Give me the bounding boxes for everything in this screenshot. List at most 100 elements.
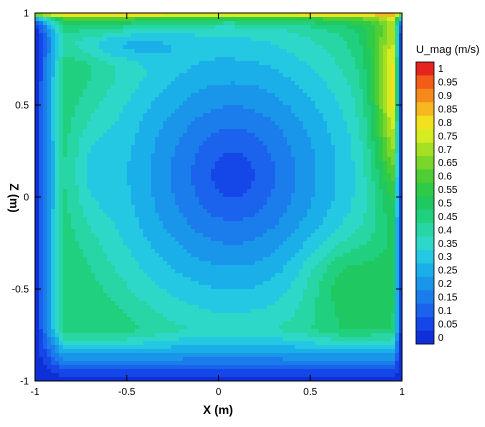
contour-cell <box>35 61 40 66</box>
contour-cell <box>191 41 196 46</box>
contour-cell <box>367 153 372 158</box>
contour-cell <box>139 185 144 190</box>
contour-cell <box>223 33 228 38</box>
contour-cell <box>219 189 224 194</box>
contour-cell <box>279 85 284 90</box>
contour-cell <box>103 125 108 130</box>
contour-cell <box>259 121 264 126</box>
contour-cell <box>75 105 80 110</box>
contour-cell <box>91 25 96 30</box>
contour-cell <box>183 29 188 34</box>
contour-cell <box>243 57 248 62</box>
contour-cell <box>47 45 52 50</box>
contour-cell <box>163 177 168 182</box>
contour-cell <box>207 45 212 50</box>
contour-cell <box>187 29 192 34</box>
contour-cell <box>351 53 356 58</box>
contour-cell <box>347 49 352 54</box>
contour-cell <box>195 25 200 30</box>
contour-cell <box>371 125 376 130</box>
contour-cell <box>147 73 152 78</box>
contour-cell <box>147 141 152 146</box>
contour-cell <box>327 109 332 114</box>
contour-cell <box>311 209 316 214</box>
contour-cell <box>167 181 172 186</box>
contour-cell <box>55 73 60 78</box>
contour-cell <box>247 73 252 78</box>
contour-cell <box>355 153 360 158</box>
contour-cell <box>43 129 48 134</box>
contour-cell <box>251 181 256 186</box>
contour-cell <box>63 41 68 46</box>
contour-cell <box>175 61 180 66</box>
contour-cell <box>347 133 352 138</box>
contour-cell <box>131 49 136 54</box>
contour-cell <box>43 141 48 146</box>
contour-cell <box>135 229 140 234</box>
contour-cell <box>75 69 80 74</box>
contour-cell <box>311 77 316 82</box>
contour-cell <box>71 13 76 18</box>
contour-cell <box>147 153 152 158</box>
contour-cell <box>255 145 260 150</box>
contour-cell <box>175 17 180 22</box>
contour-cell <box>179 201 184 206</box>
contour-cell <box>123 113 128 118</box>
contour-cell <box>175 181 180 186</box>
contour-cell <box>287 205 292 210</box>
contour-cell <box>387 217 392 222</box>
contour-cell <box>147 145 152 150</box>
contour-cell <box>167 93 172 98</box>
contour-cell <box>59 73 64 78</box>
contour-cell <box>115 153 120 158</box>
contour-cell <box>211 97 216 102</box>
contour-cell <box>371 153 376 158</box>
contour-cell <box>107 69 112 74</box>
contour-cell <box>99 25 104 30</box>
contour-cell <box>47 201 52 206</box>
contour-cell <box>331 117 336 122</box>
contour-cell <box>271 197 276 202</box>
contour-cell <box>359 169 364 174</box>
contour-cell <box>399 17 402 22</box>
contour-cell <box>135 177 140 182</box>
contour-cell <box>99 201 104 206</box>
contour-cell <box>239 57 244 62</box>
contour-cell <box>391 21 396 26</box>
contour-cell <box>107 209 112 214</box>
contour-cell <box>275 73 280 78</box>
contour-cell <box>399 105 402 110</box>
contour-cell <box>163 117 168 122</box>
contour-cell <box>103 153 108 158</box>
contour-cell <box>159 105 164 110</box>
contour-cell <box>351 77 356 82</box>
contour-cell <box>351 81 356 86</box>
contour-cell <box>343 213 348 218</box>
contour-cell <box>79 181 84 186</box>
contour-cell <box>303 25 308 30</box>
contour-cell <box>39 161 44 166</box>
contour-cell <box>79 177 84 182</box>
contour-cell <box>111 201 116 206</box>
contour-cell <box>291 129 296 134</box>
contour-cell <box>71 173 76 178</box>
contour-cell <box>175 129 180 134</box>
contour-cell <box>295 45 300 50</box>
contour-cell <box>191 137 196 142</box>
contour-cell <box>239 141 244 146</box>
contour-cell <box>159 129 164 134</box>
contour-cell <box>259 217 264 222</box>
contour-cell <box>131 141 136 146</box>
contour-cell <box>159 125 164 130</box>
contour-cell <box>59 125 64 130</box>
contour-cell <box>399 57 402 62</box>
contour-cell <box>215 45 220 50</box>
contour-cell <box>183 217 188 222</box>
contour-cell <box>127 153 132 158</box>
contour-cell <box>143 13 148 18</box>
contour-cell <box>251 197 256 202</box>
contour-cell <box>391 13 396 18</box>
contour-cell <box>119 129 124 134</box>
contour-cell <box>71 105 76 110</box>
contour-cell <box>327 129 332 134</box>
